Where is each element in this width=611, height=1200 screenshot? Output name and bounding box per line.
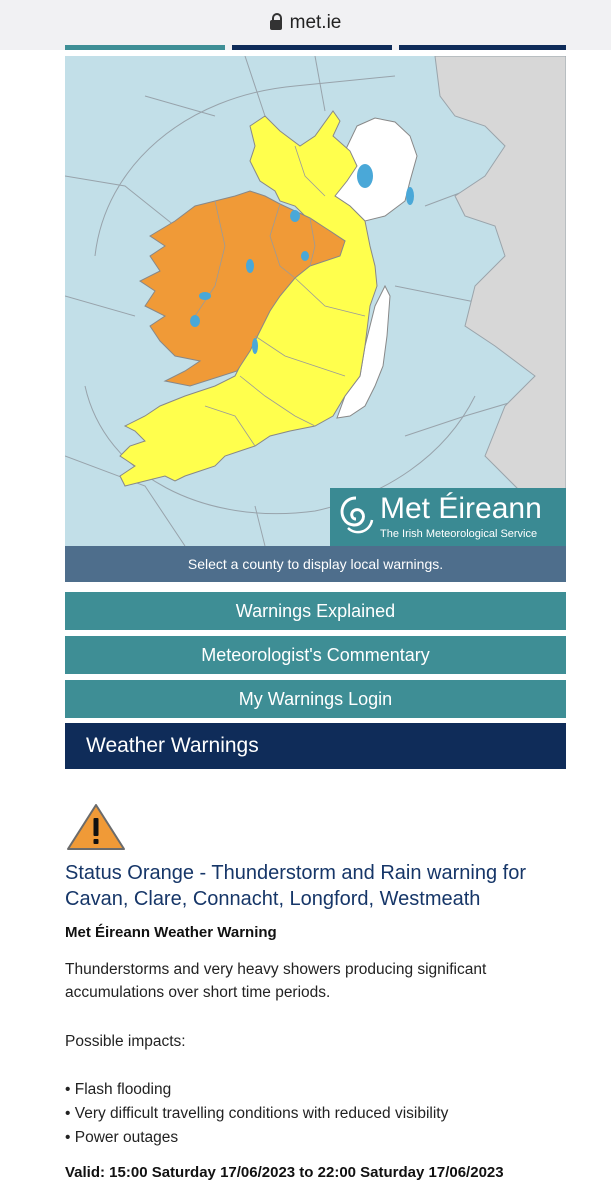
warnings-explained-button[interactable]: Warnings Explained xyxy=(65,592,566,630)
warning-triangle-icon xyxy=(67,804,125,850)
ireland-map-svg[interactable] xyxy=(65,56,566,546)
url-text: met.ie xyxy=(289,12,342,33)
tab-partial-3[interactable] xyxy=(399,45,566,50)
warning-validity: Valid: 15:00 Saturday 17/06/2023 to 22:0… xyxy=(65,1164,504,1181)
logo-title: Met Éireann xyxy=(380,492,542,525)
swirl-logo-icon xyxy=(340,496,374,534)
impact-item: • Flash flooding xyxy=(65,1081,172,1098)
warning-description: Thunderstorms and very heavy showers pro… xyxy=(65,961,487,1001)
warning-source: Met Éireann Weather Warning xyxy=(65,924,277,941)
met-eireann-logo: Met Éireann The Irish Meteorological Ser… xyxy=(330,488,566,546)
weather-warnings-header: Weather Warnings xyxy=(65,723,566,769)
impacts-heading: Possible impacts: xyxy=(65,1033,186,1050)
impact-item: • Power outages xyxy=(65,1129,179,1146)
lock-icon xyxy=(269,13,282,30)
tab-partial-2[interactable] xyxy=(232,45,392,50)
my-warnings-login-button[interactable]: My Warnings Login xyxy=(65,680,566,718)
browser-address-bar[interactable]: met.ie xyxy=(0,0,611,50)
meteorologists-commentary-button[interactable]: Meteorologist's Commentary xyxy=(65,636,566,674)
logo-subtitle: The Irish Meteorological Service xyxy=(380,528,538,540)
warnings-map[interactable]: Met Éireann The Irish Meteorological Ser… xyxy=(65,56,566,546)
impact-item: • Very difficult travelling conditions w… xyxy=(65,1105,449,1122)
tab-partial-1[interactable] xyxy=(65,45,225,50)
warning-title: Status Orange - Thunderstorm and Rain wa… xyxy=(65,862,526,910)
county-select-prompt: Select a county to display local warning… xyxy=(65,546,566,582)
